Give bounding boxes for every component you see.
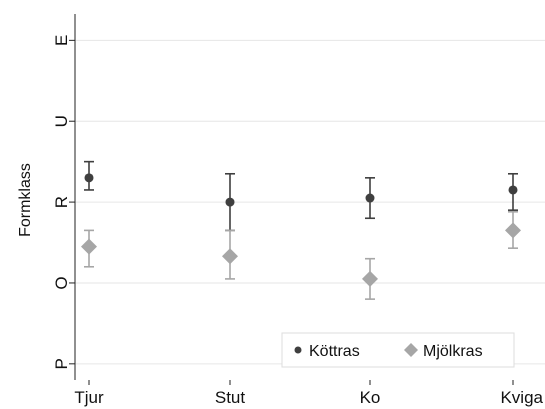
legend-marker-mjolkras <box>404 343 418 357</box>
point-mjolkras-stut <box>222 248 238 265</box>
x-tick-label-ko: Ko <box>360 388 381 407</box>
point-kottras-tjur <box>84 173 94 183</box>
x-axis: Tjur Stut Ko Kviga <box>74 380 544 407</box>
point-kottras-ko <box>365 193 375 203</box>
legend-label-kottras: Köttras <box>309 343 360 360</box>
markers <box>81 173 521 287</box>
x-tick-label-stut: Stut <box>215 388 246 407</box>
y-tick-label-p: P <box>52 358 71 369</box>
y-tick-label-u: U <box>52 115 71 127</box>
legend-label-mjolkras: Mjölkras <box>423 343 483 360</box>
y-tick-label-e: E <box>52 35 71 46</box>
y-axis-title: Formklass <box>17 163 34 237</box>
legend-marker-kottras <box>294 346 302 354</box>
point-kottras-kviga <box>508 185 518 195</box>
x-tick-label-kviga: Kviga <box>500 388 543 407</box>
y-axis: P O R U E <box>52 35 75 369</box>
point-kottras-stut <box>225 197 235 207</box>
point-mjolkras-kviga <box>505 222 521 239</box>
y-tick-label-r: R <box>52 196 71 208</box>
legend-box <box>281 332 515 368</box>
y-tick-label-o: O <box>52 276 71 289</box>
legend: Köttras Mjölkras <box>281 332 515 368</box>
point-mjolkras-ko <box>362 270 378 287</box>
point-mjolkras-tjur <box>81 238 97 255</box>
x-tick-label-tjur: Tjur <box>74 388 104 407</box>
